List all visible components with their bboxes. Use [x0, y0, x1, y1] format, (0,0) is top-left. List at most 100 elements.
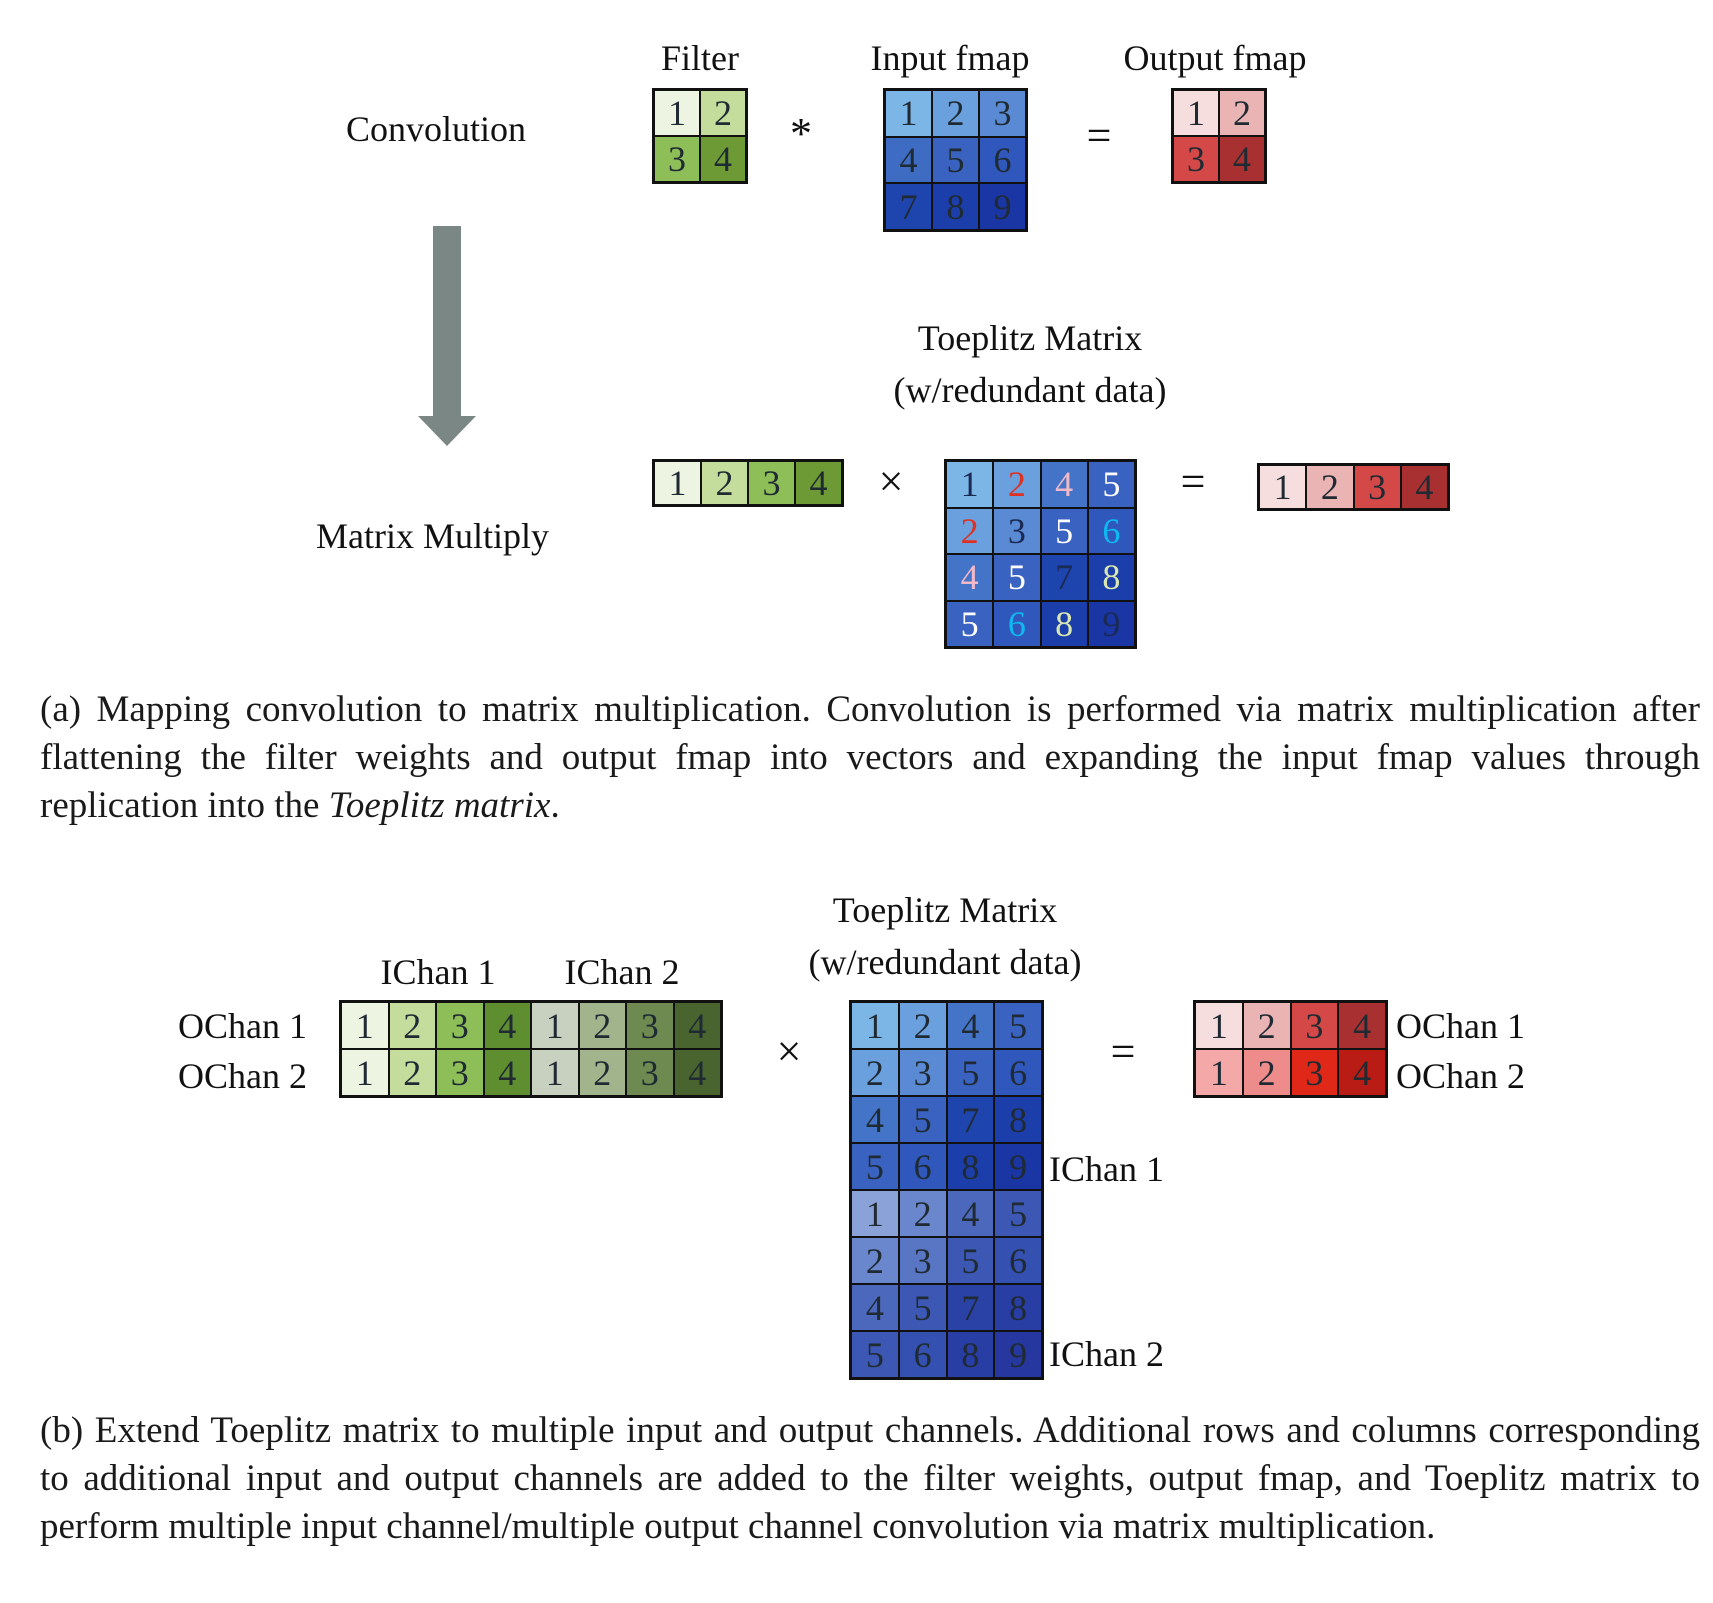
- grid-cell: 4: [851, 1284, 899, 1331]
- convolution-label: Convolution: [346, 109, 527, 149]
- grid-cell: 4: [795, 461, 842, 505]
- grid-cell: 6: [898, 1331, 947, 1378]
- grid-cell: 2: [388, 1002, 436, 1049]
- caption-a: (a) Mapping convolution to matrix multip…: [40, 689, 1700, 826]
- grid-cell: 3: [979, 90, 1026, 137]
- grid-cell: 6: [979, 136, 1026, 184]
- grid-cell: 3: [436, 1049, 484, 1096]
- grid-cell: 7: [1040, 554, 1088, 601]
- toeplitz-subtitle-b: (w/redundant data): [808, 942, 1082, 982]
- grid-cell: 1: [341, 1002, 389, 1049]
- grid-cell: 4: [851, 1096, 899, 1143]
- grid-cell: 1: [654, 461, 701, 505]
- equals-operator-conv: =: [1086, 111, 1112, 160]
- out-ochan2-label: OChan 2: [1396, 1056, 1525, 1096]
- toeplitz-ichan2-label: IChan 2: [1049, 1334, 1164, 1374]
- grid-cell: 3: [626, 1002, 674, 1049]
- equals-operator-b: =: [1110, 1027, 1136, 1076]
- grid-cell: 3: [1290, 1002, 1339, 1049]
- grid-cell: 9: [994, 1331, 1042, 1378]
- grid-cell: 8: [946, 1331, 995, 1378]
- grid-cell: 1: [341, 1049, 389, 1096]
- grid-cell: 4: [1040, 461, 1088, 508]
- grid-cell: 1: [885, 90, 932, 137]
- grid-cell: 4: [946, 1002, 995, 1049]
- convolution-operator: *: [790, 109, 812, 158]
- grid-cell: 2: [898, 1190, 947, 1237]
- ochan2-label: OChan 2: [178, 1056, 307, 1096]
- grid-cell: 5: [946, 600, 994, 647]
- grid-cell: 1: [1195, 1049, 1243, 1096]
- grid-cell: 8: [946, 1143, 995, 1190]
- grid-cell: 2: [851, 1049, 899, 1096]
- grid-cell: 8: [932, 183, 979, 230]
- grid-cell: 2: [946, 507, 994, 554]
- grid-cell: 3: [654, 136, 700, 182]
- grid-cell: 5: [932, 136, 979, 184]
- grid-cell: 4: [946, 1190, 995, 1237]
- grid-cell: 2: [700, 90, 746, 136]
- equals-operator-a: =: [1180, 457, 1206, 506]
- grid-cell: 2: [898, 1002, 947, 1049]
- ichan1-label: IChan 1: [380, 952, 496, 992]
- toeplitz-title-b: Toeplitz Matrix: [832, 890, 1058, 930]
- grid-cell: 1: [946, 461, 994, 508]
- grid-cell: 3: [993, 507, 1041, 554]
- grid-cell: 5: [993, 554, 1041, 601]
- grid-cell: 1: [1173, 90, 1219, 136]
- grid-cell: 1: [851, 1002, 899, 1049]
- toeplitz-subtitle-a: (w/redundant data): [893, 370, 1167, 410]
- grid-cell: 2: [1306, 465, 1354, 509]
- grid-cell: 5: [946, 1049, 995, 1096]
- grid-cell: 2: [578, 1049, 626, 1096]
- grid-cell: 2: [1242, 1002, 1291, 1049]
- grid-cell: 4: [1338, 1002, 1386, 1049]
- grid-cell: 7: [946, 1096, 995, 1143]
- grid-cell: 2: [1242, 1049, 1291, 1096]
- grid-cell: 2: [1219, 90, 1265, 136]
- grid-cell: 5: [946, 1237, 995, 1284]
- multiply-operator-a: ×: [878, 457, 904, 506]
- filter-label: Filter: [661, 38, 739, 78]
- grid-cell: 8: [994, 1284, 1042, 1331]
- ochan1-label: OChan 1: [178, 1006, 307, 1046]
- grid-cell: 4: [946, 554, 994, 601]
- grid-cell: 6: [898, 1143, 947, 1190]
- grid-cell: 2: [932, 90, 979, 137]
- grid-cell: 6: [994, 1049, 1042, 1096]
- toeplitz-title-a: Toeplitz Matrix: [917, 318, 1143, 358]
- grid-cell: 2: [701, 461, 748, 505]
- grid-cell: 4: [1400, 465, 1448, 509]
- grid-cell: 2: [388, 1049, 436, 1096]
- matrix-multiply-label: Matrix Multiply: [316, 516, 549, 556]
- grid-cell: 3: [748, 461, 795, 505]
- grid-cell: 5: [898, 1096, 947, 1143]
- grid-cell: 2: [578, 1002, 626, 1049]
- grid-cell: 3: [436, 1002, 484, 1049]
- grid-cell: 1: [531, 1049, 579, 1096]
- grid-cell: 6: [993, 600, 1041, 647]
- grid-cell: 8: [994, 1096, 1042, 1143]
- grid-cell: 9: [979, 183, 1026, 230]
- grid-cell: 7: [885, 183, 932, 230]
- grid-cell: 9: [1087, 600, 1135, 647]
- grid-cell: 3: [626, 1049, 674, 1096]
- grid-cell: 6: [994, 1237, 1042, 1284]
- grid-cell: 1: [1195, 1002, 1243, 1049]
- grid-cell: 4: [1338, 1049, 1386, 1096]
- grid-cell: 5: [994, 1190, 1042, 1237]
- grid-cell: 3: [898, 1237, 947, 1284]
- caption-b: (b) Extend Toeplitz matrix to multiple i…: [40, 1410, 1700, 1547]
- output-fmap-label: Output fmap: [1123, 38, 1307, 78]
- grid-cell: 4: [483, 1002, 531, 1049]
- grid-cell: 2: [993, 461, 1041, 508]
- grid-cell: 5: [1040, 507, 1088, 554]
